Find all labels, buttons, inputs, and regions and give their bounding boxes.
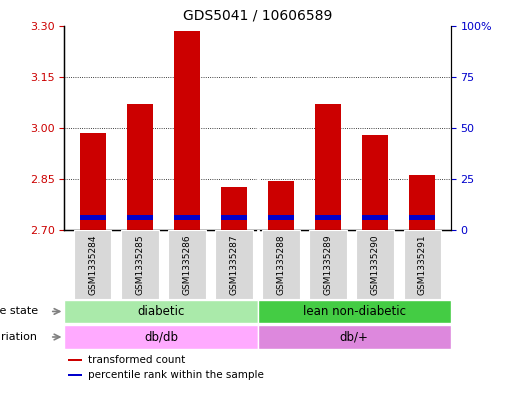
Bar (68, 375, 82, 376)
Bar (80, 133, 106, 230)
Text: disease state: disease state (0, 307, 38, 316)
Text: lean non-diabetic: lean non-diabetic (303, 305, 406, 318)
Bar (315, 215, 341, 220)
Bar (64, 300, 258, 323)
Bar (64, 325, 258, 349)
Bar (168, 230, 205, 299)
Text: GSM1335287: GSM1335287 (230, 234, 238, 295)
Text: GSM1335286: GSM1335286 (182, 234, 192, 295)
Text: GSM1335285: GSM1335285 (135, 234, 144, 295)
Title: GDS5041 / 10606589: GDS5041 / 10606589 (183, 9, 332, 23)
Text: GSM1335289: GSM1335289 (323, 234, 333, 295)
Bar (310, 230, 347, 299)
Bar (404, 230, 441, 299)
Text: diabetic: diabetic (138, 305, 184, 318)
Bar (68, 359, 82, 360)
Bar (127, 215, 152, 220)
Bar (363, 134, 388, 230)
Text: GSM1335284: GSM1335284 (88, 234, 97, 294)
Bar (268, 215, 294, 220)
Text: db/db: db/db (144, 331, 178, 343)
Bar (221, 215, 247, 220)
Bar (409, 175, 435, 230)
Bar (121, 230, 159, 299)
Bar (74, 230, 111, 299)
Bar (258, 300, 451, 323)
Bar (356, 230, 394, 299)
Text: GSM1335290: GSM1335290 (371, 234, 380, 295)
Bar (174, 215, 200, 220)
Text: GSM1335291: GSM1335291 (418, 234, 427, 295)
Bar (315, 104, 341, 230)
Bar (262, 230, 300, 299)
Text: percentile rank within the sample: percentile rank within the sample (88, 370, 264, 380)
Bar (174, 31, 200, 230)
Bar (80, 215, 106, 220)
Bar (127, 104, 152, 230)
Bar (215, 230, 253, 299)
Text: genotype/variation: genotype/variation (0, 332, 38, 342)
Bar (258, 325, 451, 349)
Bar (363, 215, 388, 220)
Text: GSM1335288: GSM1335288 (277, 234, 285, 295)
Bar (268, 180, 294, 230)
Bar (221, 187, 247, 230)
Text: db/+: db/+ (339, 331, 369, 343)
Bar (409, 215, 435, 220)
Text: transformed count: transformed count (88, 354, 185, 365)
